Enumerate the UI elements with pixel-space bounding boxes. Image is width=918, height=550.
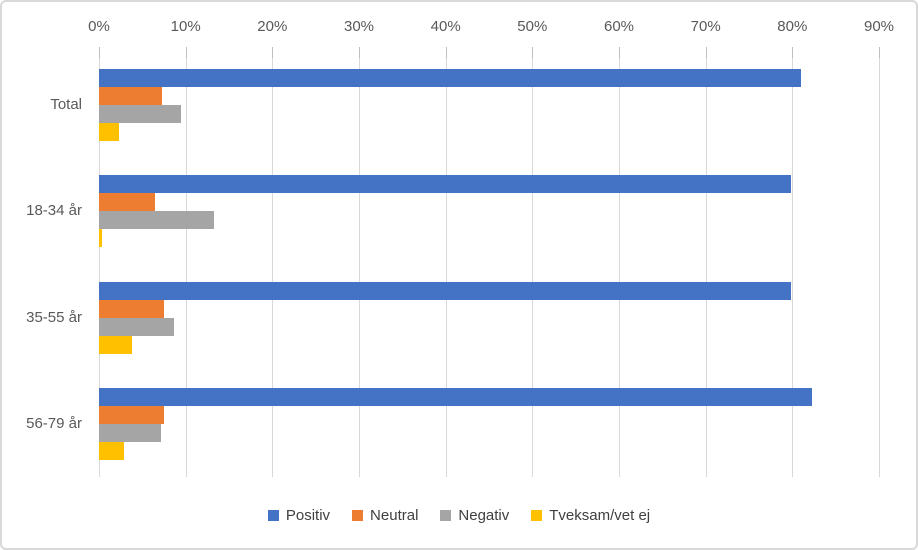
- bar-positiv: [99, 281, 791, 300]
- legend-item: Negativ: [440, 507, 509, 524]
- category-label: 35-55 år: [26, 308, 82, 326]
- legend: Positiv Neutral Negativ Tveksam/vet ej: [2, 507, 916, 524]
- legend-label: Tveksam/vet ej: [549, 507, 651, 524]
- x-axis-tick-label: 90%: [863, 18, 895, 35]
- bar-positiv: [99, 175, 791, 194]
- x-axis-tick-label: 80%: [777, 18, 808, 35]
- bar-tveksam-vet-ej: [99, 335, 132, 354]
- x-axis-tick-label: 20%: [257, 18, 288, 35]
- legend-swatch: [440, 510, 452, 521]
- axis-tick: [185, 47, 187, 58]
- bar-negativ: [99, 105, 181, 124]
- legend-label: Negativ: [458, 507, 510, 524]
- bar-neutral: [99, 405, 164, 424]
- bar-positiv: [99, 387, 812, 406]
- axis-tick: [359, 47, 360, 58]
- x-axis-tick-label: 60%: [603, 18, 635, 35]
- gridline: [99, 47, 100, 477]
- legend-swatch: [352, 510, 364, 521]
- bar-tveksam-vet-ej: [99, 441, 124, 460]
- bar-positiv: [99, 69, 801, 88]
- x-axis-tick-label: 30%: [343, 18, 375, 35]
- gridline: [879, 47, 880, 477]
- category-label: Total: [50, 96, 82, 114]
- legend-swatch: [531, 510, 543, 521]
- legend-label: Positiv: [285, 507, 331, 524]
- gridline: [445, 47, 447, 477]
- gridline: [532, 47, 534, 477]
- gridline: [705, 47, 707, 477]
- x-axis-tick-label: 0%: [88, 18, 110, 35]
- bar-tveksam-vet-ej: [99, 229, 102, 248]
- legend-swatch: [267, 510, 279, 521]
- gridline: [792, 47, 794, 477]
- x-axis-tick-label: 40%: [430, 18, 461, 35]
- axis-tick: [705, 47, 707, 58]
- x-axis-tick-label: 50%: [517, 18, 548, 35]
- axis-tick: [879, 47, 880, 58]
- x-axis-tick-label: 10%: [170, 18, 201, 35]
- axis-tick: [445, 47, 447, 58]
- bar-neutral: [99, 193, 155, 212]
- x-axis-tick-label: 70%: [690, 18, 721, 35]
- axis-tick: [619, 47, 620, 58]
- bar-negativ: [99, 317, 174, 336]
- category-label: 18-34 år: [26, 202, 82, 220]
- bar-negativ: [99, 211, 214, 230]
- legend-item: Tveksam/vet ej: [531, 507, 650, 524]
- bar-negativ: [99, 423, 161, 442]
- axis-tick: [532, 47, 534, 58]
- gridline: [619, 47, 620, 477]
- bar-neutral: [99, 87, 162, 106]
- legend-item: Neutral: [352, 507, 418, 524]
- bar-neutral: [99, 299, 164, 318]
- gridline: [359, 47, 360, 477]
- gridline: [272, 47, 274, 477]
- axis-tick: [99, 47, 100, 58]
- bar-tveksam-vet-ej: [99, 123, 119, 142]
- axis-tick: [792, 47, 794, 58]
- legend-label: Neutral: [370, 507, 419, 524]
- axis-tick: [272, 47, 274, 58]
- legend-item: Positiv: [267, 507, 331, 524]
- gridline: [185, 47, 187, 477]
- category-label: 56-79 år: [26, 414, 82, 432]
